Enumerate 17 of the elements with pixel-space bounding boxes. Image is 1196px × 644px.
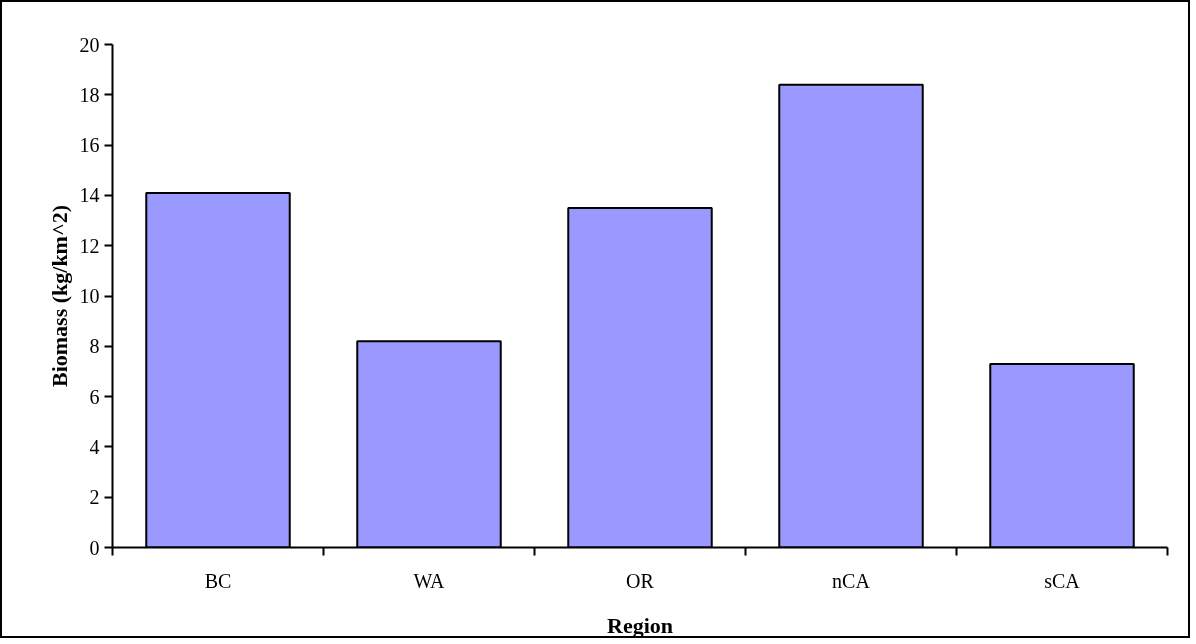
y-tick-label: 6 [89,385,100,408]
x-tick-label: WA [413,569,446,592]
y-tick-label: 16 [79,134,100,157]
y-tick-label: 18 [79,83,100,106]
x-tick-label: OR [626,569,655,592]
x-tick-label: BC [204,569,232,592]
x-tick-label: nCA [832,569,871,592]
y-tick-label: 8 [89,335,100,358]
x-tick-label: sCA [1044,569,1081,592]
y-tick-label: 12 [79,234,100,257]
y-tick-label: 14 [79,184,100,207]
y-axis-title: Biomass (kg/km^2) [46,204,72,388]
y-tick-label: 20 [79,33,100,56]
y-tick-label: 4 [89,435,100,458]
y-tick-label: 2 [89,486,100,509]
y-tick-label: 0 [89,536,100,559]
y-tick-label: 10 [79,285,100,307]
